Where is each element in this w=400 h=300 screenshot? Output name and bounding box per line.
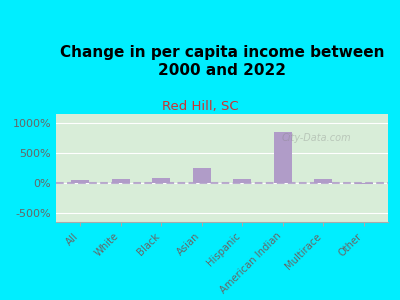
- Bar: [71, 180, 89, 183]
- Text: Red Hill, SC: Red Hill, SC: [162, 100, 238, 113]
- Text: City-Data.com: City-Data.com: [282, 133, 351, 143]
- Bar: [355, 183, 373, 184]
- Bar: [233, 179, 251, 183]
- Bar: [112, 179, 130, 183]
- Bar: [152, 178, 170, 183]
- Title: Change in per capita income between
2000 and 2022: Change in per capita income between 2000…: [60, 44, 384, 78]
- Bar: [274, 132, 292, 183]
- Bar: [193, 168, 211, 183]
- Bar: [314, 179, 332, 183]
